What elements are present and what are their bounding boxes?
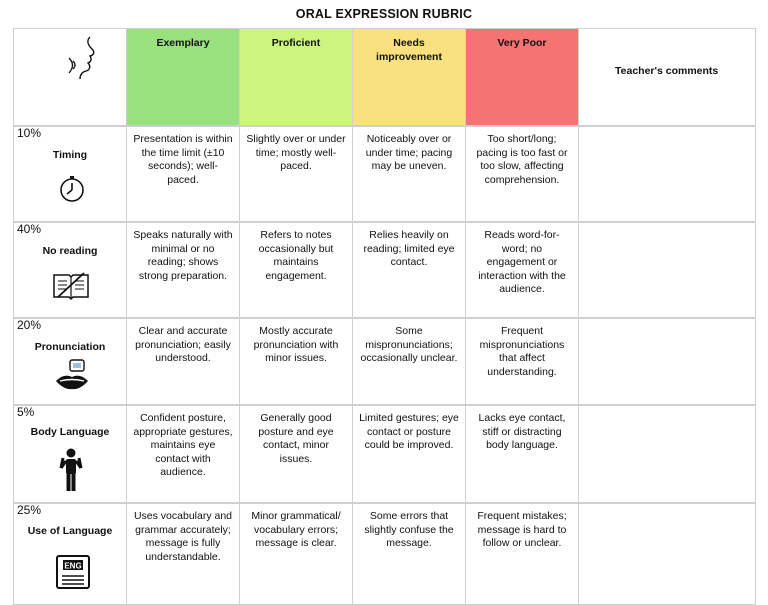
criterion-percent: 40% <box>17 222 42 236</box>
descriptor-proficient: Mostly accurate pronunciation with minor… <box>239 317 353 406</box>
comment-cell-no-reading[interactable] <box>578 221 756 319</box>
criterion-cell-use-of-language: 25% Use of Language ENG <box>13 502 127 605</box>
stopwatch-icon <box>60 176 84 202</box>
descriptor-very-poor: Frequent mispronunciations that affect u… <box>465 317 579 406</box>
header-needs-improvement-label: Needs improvement <box>376 37 442 63</box>
eng-icon-label: ENG <box>64 562 81 571</box>
descriptor-proficient: Minor grammatical/ vocabulary errors; me… <box>239 502 353 605</box>
criterion-name: Pronunciation <box>34 341 106 353</box>
header-teacher-comments: Teacher's comments <box>578 28 756 127</box>
header-proficient: Proficient <box>239 28 353 127</box>
comment-cell-pronunciation[interactable] <box>578 317 756 406</box>
eng-book-icon: ENG <box>56 555 90 589</box>
rubric-row-no-reading: 40% No reading Speaks naturally with min… <box>13 221 756 319</box>
descriptor-proficient: Slightly over or under time; mostly well… <box>239 125 353 223</box>
descriptor-needs-improvement: Some errors that slightly confuse the me… <box>352 502 466 605</box>
descriptor-exemplary: Clear and accurate pronunciation; easily… <box>126 317 240 406</box>
descriptor-very-poor: Too short/long; pacing is too fast or to… <box>465 125 579 223</box>
descriptor-needs-improvement: Noticeably over or under time; pacing ma… <box>352 125 466 223</box>
criterion-cell-no-reading: 40% No reading <box>13 221 127 319</box>
header-corner-cell <box>13 28 127 127</box>
descriptor-needs-improvement: Relies heavily on reading; limited eye c… <box>352 221 466 319</box>
header-exemplary: Exemplary <box>126 28 240 127</box>
descriptor-proficient: Refers to notes occasionally but maintai… <box>239 221 353 319</box>
criterion-percent: 25% <box>17 503 42 517</box>
descriptor-exemplary: Confident posture, appropriate gestures,… <box>126 404 240 504</box>
rubric-row-timing: 10% Timing Presentation is within the ti… <box>13 125 756 223</box>
mouth-speech-icon <box>56 359 88 390</box>
descriptor-very-poor: Reads word-for-word; no engagement or in… <box>465 221 579 319</box>
comment-cell-timing[interactable] <box>578 125 756 223</box>
criterion-cell-pronunciation: 20% Pronunciation <box>13 317 127 406</box>
crossed-book-icon <box>53 272 89 301</box>
descriptor-needs-improvement: Limited gestures; eye contact or posture… <box>352 404 466 504</box>
criterion-name: Use of Language <box>27 525 113 537</box>
rubric-row-use-of-language: 25% Use of Language ENG Uses vocabulary … <box>13 502 756 605</box>
speaking-head-icon <box>68 36 95 80</box>
rubric-table: Exemplary Proficient Needs improvement V… <box>13 28 756 605</box>
criterion-cell-body-language: 5% Body Language <box>13 404 127 504</box>
descriptor-very-poor: Lacks eye contact, stiff or distracting … <box>465 404 579 504</box>
descriptor-exemplary: Presentation is within the time limit (±… <box>126 125 240 223</box>
descriptor-exemplary: Uses vocabulary and grammar accurately; … <box>126 502 240 605</box>
page-title: ORAL EXPRESSION RUBRIC <box>295 7 473 21</box>
person-gesturing-icon <box>59 448 83 491</box>
criterion-name: Timing <box>52 149 88 161</box>
descriptor-exemplary: Speaks naturally with minimal or no read… <box>126 221 240 319</box>
criterion-percent: 10% <box>17 126 42 140</box>
criterion-name: No reading <box>42 245 98 257</box>
descriptor-needs-improvement: Some mispronunciations; occasionally unc… <box>352 317 466 406</box>
rubric-row-body-language: 5% Body Language Confident posture, appr… <box>13 404 756 504</box>
header-very-poor: Very Poor <box>465 28 579 127</box>
comment-cell-body-language[interactable] <box>578 404 756 504</box>
criterion-percent: 20% <box>17 318 42 332</box>
descriptor-proficient: Generally good posture and eye contact, … <box>239 404 353 504</box>
header-row: Exemplary Proficient Needs improvement V… <box>13 28 756 127</box>
criterion-cell-timing: 10% Timing <box>13 125 127 223</box>
criterion-percent: 5% <box>17 405 35 419</box>
header-needs-improvement: Needs improvement <box>352 28 466 127</box>
rubric-row-pronunciation: 20% Pronunciation Clear and accurate pro… <box>13 317 756 406</box>
comment-cell-use-of-language[interactable] <box>578 502 756 605</box>
criterion-name: Body Language <box>30 426 110 438</box>
descriptor-very-poor: Frequent mistakes; message is hard to fo… <box>465 502 579 605</box>
